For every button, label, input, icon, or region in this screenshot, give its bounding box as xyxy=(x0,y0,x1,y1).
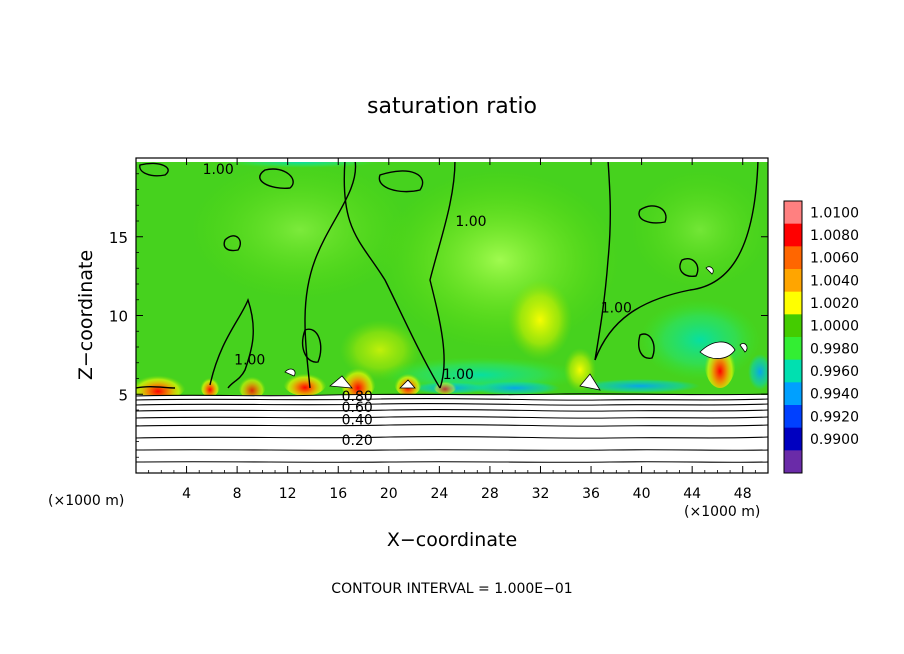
contour-label: 0.40 xyxy=(342,412,373,428)
colorbar-label: 1.0100 xyxy=(810,205,859,221)
contour-label: 0.20 xyxy=(342,433,373,449)
colorbar-swatch xyxy=(784,246,802,270)
contour-label: 1.00 xyxy=(203,162,234,178)
colorbar-swatch xyxy=(784,405,802,429)
colorbar-label: 1.0000 xyxy=(810,319,859,335)
contour-label: 0.60 xyxy=(342,400,373,416)
x-tick-label: 16 xyxy=(329,486,347,502)
colorbar-swatch xyxy=(784,359,802,383)
x-tick-label: 8 xyxy=(233,486,242,502)
x-tick-label: 12 xyxy=(279,486,297,502)
colorbar-swatch xyxy=(784,337,802,361)
contour-label: 0.80 xyxy=(342,389,373,405)
x-tick-label: 20 xyxy=(380,486,398,502)
contour-interval-note: CONTOUR INTERVAL = 1.000E−01 xyxy=(331,581,572,597)
x-tick-label: 24 xyxy=(430,486,448,502)
y-tick-label: 15 xyxy=(109,229,128,247)
colorbar-label: 0.9980 xyxy=(810,341,859,357)
x-tick-label: 32 xyxy=(532,486,550,502)
chart-title: saturation ratio xyxy=(367,94,537,119)
colorbar-label: 1.0080 xyxy=(810,228,859,244)
x-axis-label: X−coordinate xyxy=(387,529,517,551)
colorbar-label: 1.0060 xyxy=(810,251,859,267)
x-unit-right: (×1000 m) xyxy=(684,504,760,520)
colorbar-swatch xyxy=(784,427,802,451)
x-tick-label: 36 xyxy=(582,486,600,502)
colorbar-swatch xyxy=(784,450,802,474)
colorbar-label: 0.9960 xyxy=(810,364,859,380)
contour-label: 1.00 xyxy=(443,367,474,383)
colorbar-swatch xyxy=(784,314,802,338)
colorbar-swatch xyxy=(784,269,802,293)
colorbar-label: 0.9900 xyxy=(810,432,859,448)
heatmap-field xyxy=(136,158,768,473)
contour-labels: 1.00 1.00 1.00 1.00 1.00 0.800.600.40 0.20 xyxy=(203,162,632,449)
colorbar-swatch xyxy=(784,201,802,225)
x-axis: 4 8 12 16 20 24 28 32 36 40 44 48 xyxy=(148,158,756,502)
colorbar-label: 1.0040 xyxy=(810,273,859,289)
colorbar-label: 0.9920 xyxy=(810,409,859,425)
colorbar-label: 0.9940 xyxy=(810,387,859,403)
y-axis: 5 10 15 xyxy=(109,173,768,458)
contour-label: 1.00 xyxy=(601,301,632,317)
y-tick-label: 10 xyxy=(109,308,128,326)
contour-label: 1.00 xyxy=(455,214,486,230)
x-tick-label: 4 xyxy=(182,486,191,502)
y-axis-label: Z−coordinate xyxy=(75,250,97,380)
x-tick-label: 44 xyxy=(683,486,701,502)
colorbar-swatch xyxy=(784,291,802,315)
contour-label: 1.00 xyxy=(234,353,265,369)
y-tick-label: 5 xyxy=(118,386,128,404)
colorbar-swatch xyxy=(784,382,802,406)
x-tick-label: 40 xyxy=(633,486,651,502)
colorbar-swatch xyxy=(784,223,802,247)
colorbar-label: 1.0020 xyxy=(810,296,859,312)
x-tick-label: 28 xyxy=(481,486,499,502)
x-unit-left: (×1000 m) xyxy=(48,493,124,509)
colorbar-frame xyxy=(783,200,803,474)
x-tick-label: 48 xyxy=(734,486,752,502)
colorbar: 1.0100 1.0080 1.0060 1.0040 1.0020 1.0000 0.99… xyxy=(783,200,859,474)
